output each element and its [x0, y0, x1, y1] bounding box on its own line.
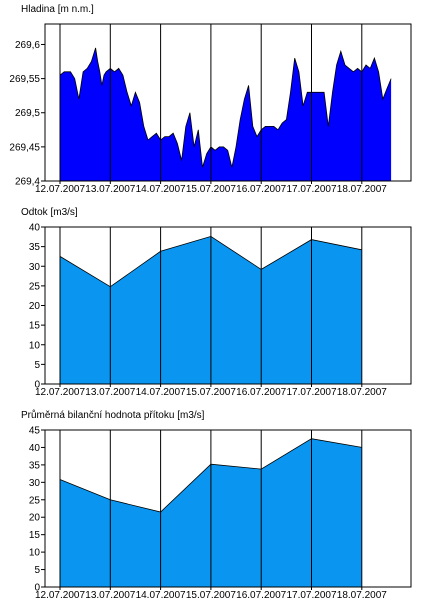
y-tick-label: 30 — [29, 262, 41, 273]
x-tick-label: 14.07.2007 — [136, 184, 186, 195]
chart-hladina: Hladina [m n.m.] 12.07.2007 13.07.2007 14.… — [9, 4, 412, 195]
x-tick-label: 14.07.2007 — [136, 387, 186, 398]
y-tick-label: 45 — [29, 426, 41, 437]
x-tick-label: 15.07.2007 — [186, 387, 236, 398]
y-tick-label: 5 — [34, 565, 40, 576]
x-tick-label: 18.07.2007 — [337, 590, 387, 601]
y-tick-label: 35 — [29, 460, 41, 471]
y-tick-label: 269,4 — [15, 177, 40, 188]
y-tick-label: 35 — [29, 242, 41, 253]
x-tick-label: 18.07.2007 — [337, 387, 387, 398]
y-tick-label: 0 — [34, 583, 40, 594]
chart-prumerna-bilancni-hodnota: Průměrná bilanční hodnota přítoku [m3/s]… — [21, 409, 412, 601]
y-tick-label: 5 — [34, 360, 40, 371]
area-series — [60, 47, 392, 182]
y-tick-label: 15 — [29, 530, 41, 541]
x-tick-label: 13.07.2007 — [85, 387, 135, 398]
y-tick-label: 10 — [29, 340, 41, 351]
x-tick-label: 17.07.2007 — [286, 387, 336, 398]
x-tick-label: 17.07.2007 — [286, 184, 336, 195]
x-tick-label: 12.07.2007 — [35, 387, 85, 398]
y-tick-label: 269,6 — [15, 40, 40, 51]
chart-odtok: Odtok [m3/s] 12.07.2007 13.07.2007 14.07.2… — [21, 207, 412, 398]
x-tick-label: 15.07.2007 — [186, 184, 236, 195]
chart-title: Průměrná bilanční hodnota přítoku [m3/s] — [21, 409, 205, 421]
series-line — [59, 47, 392, 168]
x-tick-label: 15.07.2007 — [186, 590, 236, 601]
y-tick-label: 269,5 — [15, 108, 40, 119]
y-tick-label: 40 — [29, 223, 41, 234]
y-tick-label: 25 — [29, 281, 41, 292]
x-tick-label: 12.07.2007 — [35, 184, 85, 195]
y-tick-label: 25 — [29, 495, 41, 506]
x-tick-label: 16.07.2007 — [236, 590, 286, 601]
plot-border — [44, 23, 412, 182]
y-tick-label: 269,45 — [9, 142, 40, 153]
chart-title: Odtok [m3/s] — [21, 207, 78, 218]
x-tick-label: 18.07.2007 — [337, 184, 387, 195]
y-tick-label: 20 — [29, 301, 41, 312]
plot-border — [44, 226, 412, 385]
x-tick-label: 14.07.2007 — [136, 590, 186, 601]
x-tick-label: 16.07.2007 — [236, 184, 286, 195]
x-tick-label: 16.07.2007 — [236, 387, 286, 398]
x-tick-label: 17.07.2007 — [286, 590, 336, 601]
y-tick-label: 30 — [29, 478, 41, 489]
plot-border — [44, 429, 412, 588]
x-tick-label: 12.07.2007 — [35, 590, 85, 601]
chart-title: Hladina [m n.m.] — [21, 4, 94, 15]
y-tick-label: 10 — [29, 548, 41, 559]
y-tick-label: 0 — [34, 380, 40, 391]
y-tick-label: 269,55 — [9, 74, 40, 85]
y-tick-label: 40 — [29, 443, 41, 454]
y-tick-label: 15 — [29, 321, 41, 332]
x-tick-label: 13.07.2007 — [85, 590, 135, 601]
y-tick-label: 20 — [29, 513, 41, 524]
x-tick-label: 13.07.2007 — [85, 184, 135, 195]
